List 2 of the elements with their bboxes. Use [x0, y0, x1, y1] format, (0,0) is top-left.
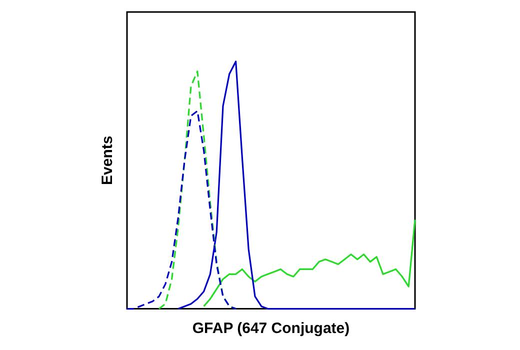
x-axis-title: GFAP (647 Conjugate) [192, 320, 350, 338]
y-axis-title: Events [99, 136, 116, 185]
